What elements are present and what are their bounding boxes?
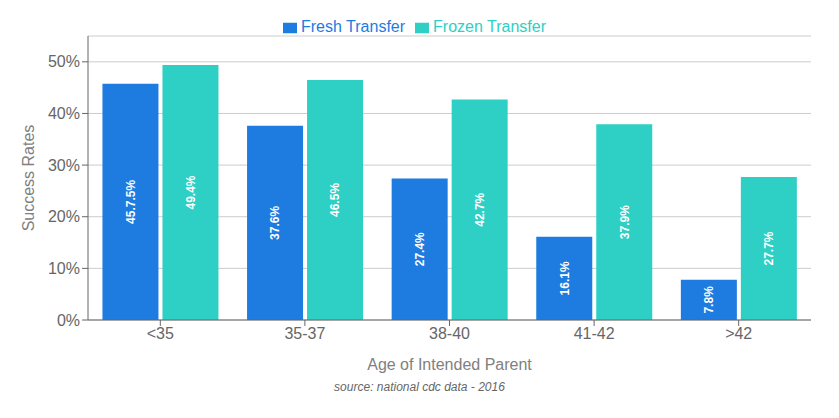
svg-text:20%: 20% [48, 208, 80, 225]
html-text:Frozen Transfer: Frozen Transfer [433, 18, 546, 35]
svg-text:27.4%: 27.4% [413, 232, 427, 266]
svg-text:42.7%: 42.7% [473, 192, 487, 226]
svg-text:16.1%: 16.1% [558, 261, 572, 295]
svg-text:37.6%: 37.6% [268, 206, 282, 240]
svg-text:38-40: 38-40 [429, 325, 470, 342]
svg-text:45.7.5%: 45.7.5% [124, 180, 138, 224]
svg-text:Age of Intended Parent: Age of Intended Parent [367, 356, 532, 373]
svg-text:35-37: 35-37 [284, 325, 325, 342]
svg-text:41-42: 41-42 [574, 325, 615, 342]
svg-text:27.7%: 27.7% [762, 231, 776, 265]
svg-text:>42: >42 [725, 325, 752, 342]
html-text:source: national cdc data - 20: source: national cdc data - 2016 [334, 380, 505, 394]
svg-text:50%: 50% [48, 53, 80, 70]
svg-text:46.5%: 46.5% [328, 183, 342, 217]
html-text:Fresh Transfer: Fresh Transfer [301, 18, 405, 35]
svg-text:37.9%: 37.9% [618, 205, 632, 239]
svg-text:49.4%: 49.4% [184, 175, 198, 209]
svg-text:<35: <35 [147, 325, 174, 342]
svg-text:7.8%: 7.8% [702, 286, 716, 314]
svg-text:Success Rates: Success Rates [20, 125, 37, 232]
svg-text:0%: 0% [57, 312, 80, 329]
svg-text:10%: 10% [48, 260, 80, 277]
svg-text:30%: 30% [48, 157, 80, 174]
svg-text:40%: 40% [48, 105, 80, 122]
